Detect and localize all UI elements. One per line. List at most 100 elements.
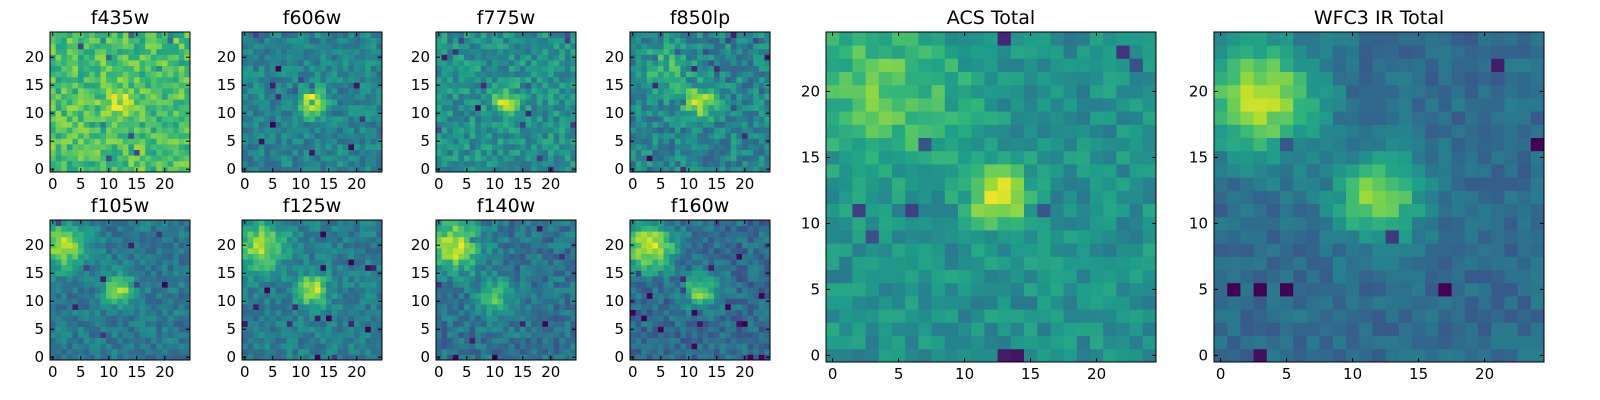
pixel-cell <box>173 99 180 106</box>
pixel-cell <box>55 220 62 226</box>
pixel-cell <box>542 155 549 162</box>
pixel-cell <box>150 116 157 122</box>
pixel-cell <box>314 259 321 266</box>
pixel-cell <box>117 155 124 162</box>
pixel-cell <box>247 99 254 106</box>
pixel-cell <box>134 348 140 355</box>
pixel-cell <box>536 248 543 254</box>
pixel-cell <box>286 93 293 100</box>
pixel-cell <box>111 326 118 333</box>
pixel-cell <box>258 88 265 94</box>
pixel-cell <box>630 281 636 288</box>
pixel-cell <box>337 248 344 254</box>
pixel-cell <box>702 309 709 316</box>
pixel-cell <box>663 315 670 322</box>
pixel-cell <box>309 76 316 83</box>
pixel-cell <box>78 121 84 128</box>
pixel-cell <box>139 88 146 94</box>
pixel-cell <box>337 242 344 249</box>
pixel-cell <box>365 343 372 350</box>
pixel-cell <box>275 354 282 361</box>
pixel-cell <box>559 116 566 122</box>
pixel-cell <box>348 127 355 134</box>
pixel-cell <box>106 287 112 294</box>
pixel-cell <box>525 110 532 117</box>
pixel-cell <box>337 32 344 38</box>
pixel-cell <box>469 166 476 173</box>
pixel-cell <box>548 93 554 100</box>
pixel-cell <box>122 281 129 288</box>
pixel-cell <box>370 155 377 162</box>
pixel-cell <box>275 270 282 277</box>
pixel-cell <box>514 43 521 50</box>
pixel-cell <box>492 116 498 122</box>
pixel-cell <box>674 121 681 128</box>
pixel-cell <box>464 144 470 150</box>
pixel-cell <box>83 110 90 117</box>
pixel-cell <box>376 149 383 156</box>
pixel-cell <box>156 348 163 355</box>
pixel-cell <box>736 93 743 100</box>
pixel-cell <box>680 320 687 327</box>
pixel-cell <box>89 93 96 100</box>
pixel-cell <box>492 104 498 111</box>
pixel-cell <box>641 121 648 128</box>
pixel-cell <box>303 43 310 50</box>
pixel-cell <box>61 99 68 106</box>
pixel-cell <box>354 88 360 94</box>
pixel-cell <box>365 264 372 271</box>
pixel-cell <box>359 304 366 310</box>
pixel-cell <box>441 348 448 355</box>
pixel-cell <box>117 127 124 134</box>
pixel-cell <box>553 298 560 305</box>
pixel-cell <box>61 155 68 162</box>
pixel-cell <box>646 292 653 299</box>
pixel-cell <box>635 54 642 61</box>
pixel-cell <box>281 88 288 94</box>
pixel-cell <box>258 144 265 150</box>
pixel-cell <box>309 104 316 111</box>
pixel-cell <box>354 104 360 111</box>
pixel-cell <box>117 138 124 145</box>
pixel-cell <box>156 225 163 232</box>
pixel-cell <box>702 76 709 83</box>
pixel-cell <box>520 253 526 260</box>
pixel-cell <box>635 82 642 89</box>
pixel-cell <box>436 259 442 266</box>
pixel-cell <box>691 110 698 117</box>
pixel-cell <box>469 65 476 72</box>
pixel-cell <box>758 37 765 44</box>
pixel-cell <box>564 82 571 89</box>
pixel-cell <box>309 138 316 145</box>
pixel-cell <box>503 88 510 94</box>
pixel-cell <box>753 93 760 100</box>
pixel-cell <box>156 138 163 145</box>
pixel-cell <box>184 144 191 150</box>
pixel-cell <box>548 155 554 162</box>
pixel-cell <box>542 76 549 83</box>
pixel-cell <box>542 54 549 61</box>
pixel-cell <box>742 37 748 44</box>
pixel-cell <box>326 110 332 117</box>
pixel-cell <box>641 43 648 50</box>
pixel-cell <box>78 65 84 72</box>
pixel-cell <box>508 110 515 117</box>
pixel-cell <box>94 149 101 156</box>
pixel-cell <box>342 60 349 66</box>
pixel-cell <box>686 155 692 162</box>
pixel-cell <box>94 76 101 83</box>
pixel-cell <box>331 259 338 266</box>
pixel-cell <box>492 71 498 78</box>
pixel-cell <box>548 242 554 249</box>
pixel-cell <box>714 343 720 350</box>
pixel-cell <box>559 248 566 254</box>
pixel-cell <box>564 48 571 55</box>
pixel-cell <box>365 48 372 55</box>
pixel-cell <box>525 76 532 83</box>
pixel-cell <box>100 138 107 145</box>
pixel-cell <box>292 71 299 78</box>
pixel-cell <box>145 104 152 111</box>
pixel-cell <box>725 48 732 55</box>
pixel-cell <box>270 48 276 55</box>
pixel-cell <box>320 292 327 299</box>
